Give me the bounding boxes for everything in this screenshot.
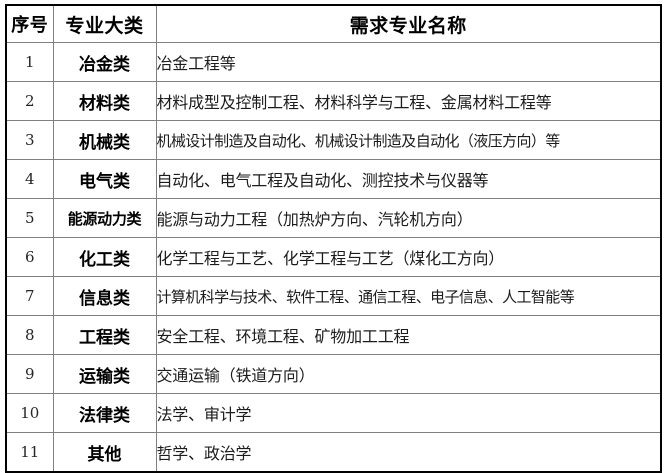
cell-major-names: 自动化、电气工程及自动化、测控技术与仪器等 — [155, 159, 662, 199]
cell-major-names: 化学工程与工艺、化学工程与工艺（煤化工方向） — [155, 237, 662, 277]
cell-seq: 5 — [5, 198, 54, 238]
cell-major-names: 交通运输（铁道方向） — [155, 354, 662, 394]
cell-category: 信息类 — [52, 276, 157, 316]
column-header-category: 专业大类 — [52, 4, 157, 43]
cell-category: 冶金类 — [52, 42, 157, 82]
cell-seq: 1 — [5, 42, 54, 82]
table-row: 10 法律类 法学、审计学 — [5, 393, 662, 433]
table-row: 11 其他 哲学、政治学 — [5, 432, 662, 473]
major-category-table-wrapper: 序号 专业大类 需求专业名称 1 冶金类 冶金工程等 2 材料类 材料成型及控制… — [5, 4, 662, 473]
cell-seq: 8 — [5, 315, 54, 355]
table-row: 8 工程类 安全工程、环境工程、矿物加工工程 — [5, 315, 662, 355]
cell-category: 化工类 — [52, 237, 157, 277]
cell-seq: 2 — [5, 81, 54, 121]
cell-seq: 7 — [5, 276, 54, 316]
table-row: 5 能源动力类 能源与动力工程（加热炉方向、汽轮机方向） — [5, 198, 662, 238]
cell-major-names: 能源与动力工程（加热炉方向、汽轮机方向） — [155, 198, 662, 238]
cell-major-names: 机械设计制造及自动化、机械设计制造及自动化（液压方向）等 — [155, 120, 662, 160]
cell-major-names: 安全工程、环境工程、矿物加工工程 — [155, 315, 662, 355]
table-row: 9 运输类 交通运输（铁道方向） — [5, 354, 662, 394]
cell-seq: 9 — [5, 354, 54, 394]
table-row: 6 化工类 化学工程与工艺、化学工程与工艺（煤化工方向） — [5, 237, 662, 277]
table-row: 1 冶金类 冶金工程等 — [5, 42, 662, 82]
cell-major-names: 冶金工程等 — [155, 42, 662, 82]
cell-seq: 3 — [5, 120, 54, 160]
cell-seq: 10 — [5, 393, 54, 433]
cell-category: 运输类 — [52, 354, 157, 394]
table-header-row: 序号 专业大类 需求专业名称 — [5, 4, 662, 43]
cell-category: 材料类 — [52, 81, 157, 121]
table-row: 7 信息类 计算机科学与技术、软件工程、通信工程、电子信息、人工智能等 — [5, 276, 662, 316]
table-header: 序号 专业大类 需求专业名称 — [5, 4, 662, 43]
column-header-seq: 序号 — [5, 4, 54, 43]
cell-major-names: 材料成型及控制工程、材料科学与工程、金属材料工程等 — [155, 81, 662, 121]
cell-category: 能源动力类 — [52, 198, 157, 238]
cell-major-names: 计算机科学与技术、软件工程、通信工程、电子信息、人工智能等 — [155, 276, 662, 316]
cell-category: 工程类 — [52, 315, 157, 355]
cell-category: 机械类 — [52, 120, 157, 160]
cell-seq: 4 — [5, 159, 54, 199]
column-header-major-names: 需求专业名称 — [155, 4, 662, 43]
cell-category: 其他 — [52, 432, 157, 473]
table-row: 4 电气类 自动化、电气工程及自动化、测控技术与仪器等 — [5, 159, 662, 199]
table-row: 3 机械类 机械设计制造及自动化、机械设计制造及自动化（液压方向）等 — [5, 120, 662, 160]
cell-major-names: 法学、审计学 — [155, 393, 662, 433]
table-row: 2 材料类 材料成型及控制工程、材料科学与工程、金属材料工程等 — [5, 81, 662, 121]
major-category-table: 序号 专业大类 需求专业名称 1 冶金类 冶金工程等 2 材料类 材料成型及控制… — [5, 4, 662, 473]
table-body: 1 冶金类 冶金工程等 2 材料类 材料成型及控制工程、材料科学与工程、金属材料… — [5, 42, 662, 473]
cell-seq: 11 — [5, 432, 54, 473]
cell-category: 法律类 — [52, 393, 157, 433]
cell-seq: 6 — [5, 237, 54, 277]
cell-major-names: 哲学、政治学 — [155, 432, 662, 473]
cell-category: 电气类 — [52, 159, 157, 199]
